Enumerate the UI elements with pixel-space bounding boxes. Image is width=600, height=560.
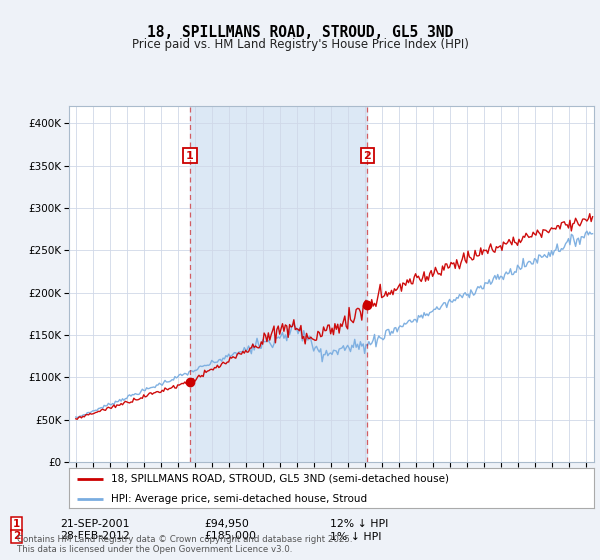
Bar: [190, 106, 367, 462]
Text: Price paid vs. HM Land Registry's House Price Index (HPI): Price paid vs. HM Land Registry's House …: [131, 38, 469, 51]
Text: 2: 2: [364, 151, 371, 161]
Text: HPI: Average price, semi-detached house, Stroud: HPI: Average price, semi-detached house,…: [111, 494, 367, 504]
Text: £94,950: £94,950: [204, 519, 249, 529]
Text: Contains HM Land Registry data © Crown copyright and database right 2025.
This d: Contains HM Land Registry data © Crown c…: [17, 535, 352, 554]
Text: 1% ↓ HPI: 1% ↓ HPI: [330, 531, 382, 542]
Text: 28-FEB-2012: 28-FEB-2012: [60, 531, 130, 542]
Text: 18, SPILLMANS ROAD, STROUD, GL5 3ND (semi-detached house): 18, SPILLMANS ROAD, STROUD, GL5 3ND (sem…: [111, 474, 449, 484]
Text: 1: 1: [186, 151, 194, 161]
Text: 18, SPILLMANS ROAD, STROUD, GL5 3ND: 18, SPILLMANS ROAD, STROUD, GL5 3ND: [147, 25, 453, 40]
Text: 2: 2: [13, 531, 20, 542]
Text: 21-SEP-2001: 21-SEP-2001: [60, 519, 130, 529]
Text: £185,000: £185,000: [204, 531, 256, 542]
Text: 1: 1: [13, 519, 20, 529]
Text: 12% ↓ HPI: 12% ↓ HPI: [330, 519, 388, 529]
